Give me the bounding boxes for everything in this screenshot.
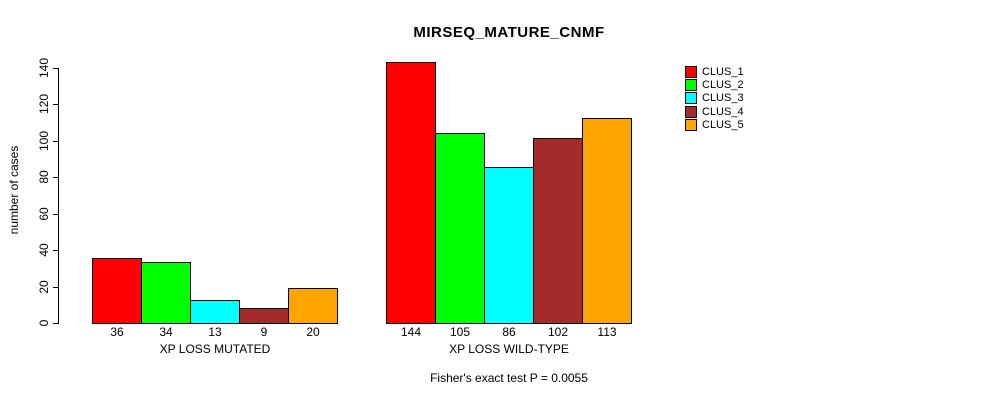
- y-axis-tick: [53, 141, 58, 142]
- bar-clus-5-group1: [288, 288, 338, 324]
- bar-clus-4-group1: [239, 308, 289, 324]
- legend-label-clus-5: CLUS_5: [702, 119, 744, 131]
- y-axis-tick-label: 100: [37, 130, 51, 152]
- y-axis-tick: [53, 177, 58, 178]
- y-axis-tick-label: 140: [37, 57, 51, 79]
- legend-swatch-clus-4: [685, 106, 697, 118]
- y-axis-line: [58, 68, 59, 324]
- x-category-label-mutated: XP LOSS MUTATED: [159, 342, 271, 356]
- y-axis-tick: [53, 323, 58, 324]
- legend-label-clus-1: CLUS_1: [702, 66, 744, 78]
- y-axis-tick-label: 60: [37, 207, 51, 221]
- fisher-test-annotation: Fisher's exact test P = 0.0055: [430, 371, 588, 385]
- y-axis-tick: [53, 287, 58, 288]
- y-axis-tick: [53, 68, 58, 69]
- legend-label-clus-3: CLUS_3: [702, 92, 744, 104]
- bar-value-label: 102: [547, 325, 569, 339]
- legend-label-clus-4: CLUS_4: [702, 106, 744, 118]
- legend-swatch-clus-5: [685, 119, 697, 131]
- bar-value-label: 34: [159, 325, 173, 339]
- bar-value-label: 20: [306, 325, 320, 339]
- bar-value-label: 36: [110, 325, 124, 339]
- y-axis-label: number of cases: [7, 145, 21, 235]
- y-axis-tick: [53, 214, 58, 215]
- bar-clus-2-group2: [435, 133, 485, 324]
- bar-clus-3-group2: [484, 167, 534, 324]
- y-axis-tick-label: 40: [37, 243, 51, 257]
- legend-label-clus-2: CLUS_2: [702, 79, 744, 91]
- bar-clus-4-group2: [533, 138, 583, 324]
- bar-value-label: 86: [502, 325, 516, 339]
- bar-value-label: 113: [597, 325, 617, 339]
- y-axis-tick: [53, 104, 58, 105]
- y-axis-tick: [53, 250, 58, 251]
- bar-clus-1-group2: [386, 62, 436, 324]
- y-axis-tick-label: 80: [37, 170, 51, 184]
- x-category-label-wild-type: XP LOSS WILD-TYPE: [449, 342, 569, 356]
- legend-swatch-clus-3: [685, 92, 697, 104]
- bar-value-label: 13: [208, 325, 222, 339]
- chart-title: MIRSEQ_MATURE_CNMF: [413, 24, 605, 41]
- y-axis-tick-label: 0: [37, 319, 51, 327]
- bar-clus-2-group1: [141, 262, 191, 324]
- y-axis-tick-label: 120: [37, 93, 51, 115]
- bar-value-label: 144: [400, 325, 422, 339]
- bar-value-label: 105: [449, 325, 471, 339]
- bar-clus-1-group1: [92, 258, 142, 324]
- bar-value-label: 9: [260, 325, 268, 339]
- legend-swatch-clus-2: [685, 79, 697, 91]
- legend-swatch-clus-1: [685, 66, 697, 78]
- bar-clus-3-group1: [190, 300, 240, 324]
- y-axis-tick-label: 20: [37, 280, 51, 294]
- bar-clus-5-group2: [582, 118, 632, 324]
